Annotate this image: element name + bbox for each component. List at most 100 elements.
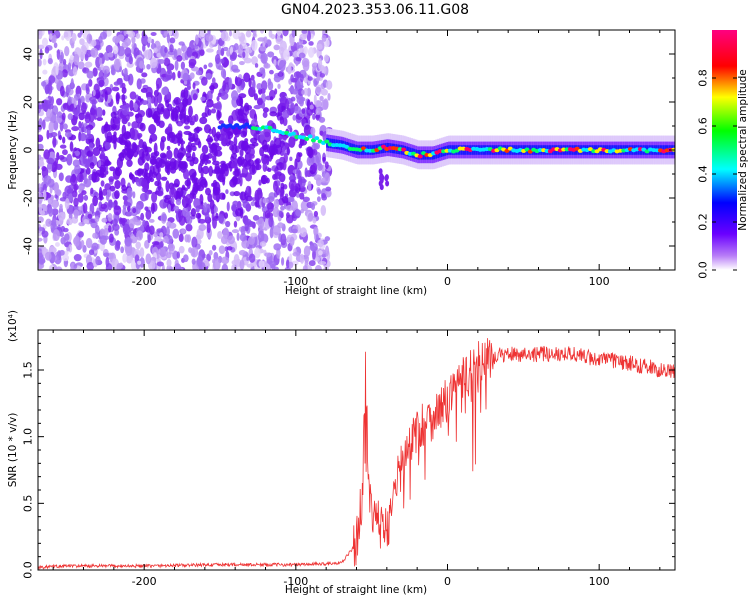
heatmap-cell [80,44,87,56]
heatmap-cell [124,47,132,58]
heatmap-cell [102,109,106,116]
heatmap-cell [123,196,129,202]
heatmap-cell [98,186,103,199]
heatmap-cell [290,74,294,83]
heatmap-cell [185,152,192,159]
heatmap-cell [114,242,121,251]
heatmap-cell [264,252,272,258]
heatmap-cell [136,78,142,90]
heatmap-cell [252,215,260,221]
heatmap-cell [44,46,50,54]
heatmap-cell [95,255,101,266]
heatmap-cell [282,117,288,127]
heatmap-cell [112,134,117,145]
heatmap-cell [207,193,213,203]
heatmap-peak [267,125,273,130]
heatmap-cell [78,231,84,238]
heatmap-cell [51,105,59,116]
heatmap-cell [312,162,318,173]
heatmap-cell [257,217,265,229]
heatmap-cell [385,180,390,187]
heatmap-cell [182,254,189,263]
heatmap-cell [221,256,230,265]
heatmap-cell [41,81,47,87]
heatmap-cell [148,225,155,236]
heatmap-cell [272,225,281,236]
heatmap-cell [57,212,66,221]
heatmap-cell [78,121,82,129]
heatmap-cell [99,57,103,66]
heatmap-cell [183,115,190,125]
heatmap-cell [105,44,113,54]
heatmap-cell [289,236,295,247]
heatmap-cell [121,93,126,104]
heatmap-cell [282,145,286,157]
heatmap-cell [125,253,134,264]
heatmap-cell [200,262,206,270]
heatmap-cell [135,241,141,250]
heatmap-cell [313,94,317,106]
heatmap-cell [106,131,113,144]
heatmap-cell [232,68,241,73]
heatmap-cell [384,174,389,181]
heatmap-cell [205,137,214,143]
heatmap-cell [307,212,314,222]
heatmap-cell [262,111,268,118]
heatmap-cell [246,263,254,268]
heatmap-cell [299,192,305,200]
heatmap-cell [62,123,68,130]
heatmap-cell [235,208,243,217]
heatmap-cell [85,167,91,175]
heatmap-cell [317,239,324,248]
heatmap-cell [238,118,246,124]
heatmap-cell [206,90,213,102]
heatmap-cell [41,246,47,256]
heatmap-cell [263,36,268,44]
heatmap-cell [317,58,323,70]
heatmap-cell [144,162,150,172]
heatmap-cell [250,232,258,238]
heatmap-cell [378,168,383,175]
heatmap-cell [230,90,239,101]
heatmap-cell [195,212,202,219]
heatmap-cell [302,265,308,270]
heatmap-cell [301,30,308,34]
heatmap-cell [248,147,255,157]
heatmap-cell [239,175,243,187]
heatmap-cell [64,131,72,138]
colorbar: 0.0 0.2 0.4 0.6 0.8 Normalized spectral ampl… [697,30,749,279]
heatmap-cell [62,136,66,144]
heatmap-cell [249,137,258,144]
heatmap-cell [213,133,220,142]
heatmap-cell [45,218,52,227]
heatmap-cell [107,225,112,233]
heatmap-cell [291,30,296,38]
heatmap-cell [280,205,285,211]
heatmap-cell [122,253,128,263]
heatmap-cell [309,242,318,251]
heatmap-cell [133,103,139,112]
heatmap-cell [43,175,52,185]
heatmap-cell [309,104,314,110]
heatmap-cell [159,247,166,258]
heatmap-cell [300,208,305,214]
heatmap-cell [86,261,95,270]
heatmap-cell [73,254,82,262]
heatmap-cell [303,46,308,55]
heatmap-cell [59,144,67,149]
heatmap-cell [92,67,98,77]
heatmap-cell [95,56,101,69]
heatmap-cell [48,132,53,138]
colorbar-tick-label: 0.8 [697,69,710,87]
heatmap-cell [156,252,160,260]
heatmap-cell [248,77,252,88]
heatmap-cell [104,91,108,102]
heatmap-cell [143,50,148,58]
heatmap-cell [132,207,137,214]
heatmap-cell [38,30,43,40]
heatmap-cell [241,166,248,178]
heatmap-cell [226,201,230,212]
heatmap-cell [38,44,45,50]
heatmap-cell [88,249,95,256]
heatmap-cell [281,109,290,119]
